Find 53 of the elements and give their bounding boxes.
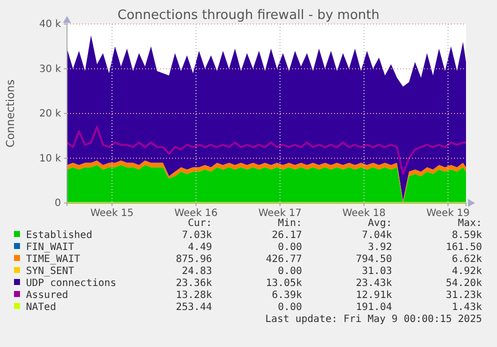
y-tick-label: 30 k (39, 64, 62, 75)
text: 26.17 (272, 230, 302, 241)
text: Max: (458, 218, 482, 229)
text: Cur: (188, 218, 212, 229)
text: 191.04 (356, 302, 392, 313)
legend-label: SYN_SENT (26, 266, 74, 277)
text: Avg: (368, 218, 392, 229)
text: 253.44 (176, 302, 212, 313)
text: 0.00 (278, 242, 302, 253)
text: 7.03k (182, 230, 212, 241)
text: 7.04k (362, 230, 392, 241)
text: 0.00 (278, 302, 302, 313)
x-tick-label: Week 19 (426, 208, 470, 220)
text: 54.20k (446, 278, 482, 289)
text: 875.96 (176, 254, 212, 265)
legend-label: Established (26, 230, 92, 241)
text: 6.39k (272, 290, 302, 301)
legend-label: TIME_WAIT (26, 254, 80, 265)
x-tick-label: Week 16 (174, 208, 218, 220)
line-series (66, 126, 467, 175)
text: 0.00 (278, 266, 302, 277)
text: 794.50 (356, 254, 392, 265)
text: Last update: Fri May 9 00:00:15 2025 (265, 314, 482, 325)
text: 4.92k (452, 266, 482, 277)
text: 24.83 (182, 266, 212, 277)
y-tick-label: 10 k (39, 153, 62, 164)
text: 8.59k (452, 230, 482, 241)
text: 6.62k (452, 254, 482, 265)
text: Min: (278, 218, 302, 229)
text: 13.28k (176, 290, 212, 301)
chart-title: Connections through firewall - by month (118, 8, 380, 23)
x-tick-label: Week 15 (90, 208, 134, 220)
text: 426.77 (266, 254, 302, 265)
text: 3.92 (368, 242, 392, 253)
text: 161.50 (446, 242, 482, 253)
text: 12.91k (356, 290, 392, 301)
legend-label: NATed (26, 302, 56, 313)
y-tick-label: 40 k (39, 19, 62, 30)
x-tick-label: Week 17 (258, 208, 302, 220)
y-tick-label: 0 (54, 198, 61, 210)
y-tick-label: 20 k (39, 108, 62, 120)
text: 31.03 (362, 266, 392, 277)
text: 13.05k (266, 278, 302, 289)
text: 1.43k (452, 302, 482, 313)
legend-label: Assured (26, 290, 68, 301)
y-axis-title: Connections (4, 79, 17, 148)
legend-label: UDP connections (26, 278, 116, 289)
x-tick-label: Week 18 (342, 208, 386, 220)
text: 23.36k (176, 278, 212, 289)
text: 23.43k (356, 278, 392, 289)
text: 4.49 (188, 242, 212, 253)
text: 31.23k (446, 290, 482, 301)
legend-label: FIN_WAIT (26, 242, 74, 253)
